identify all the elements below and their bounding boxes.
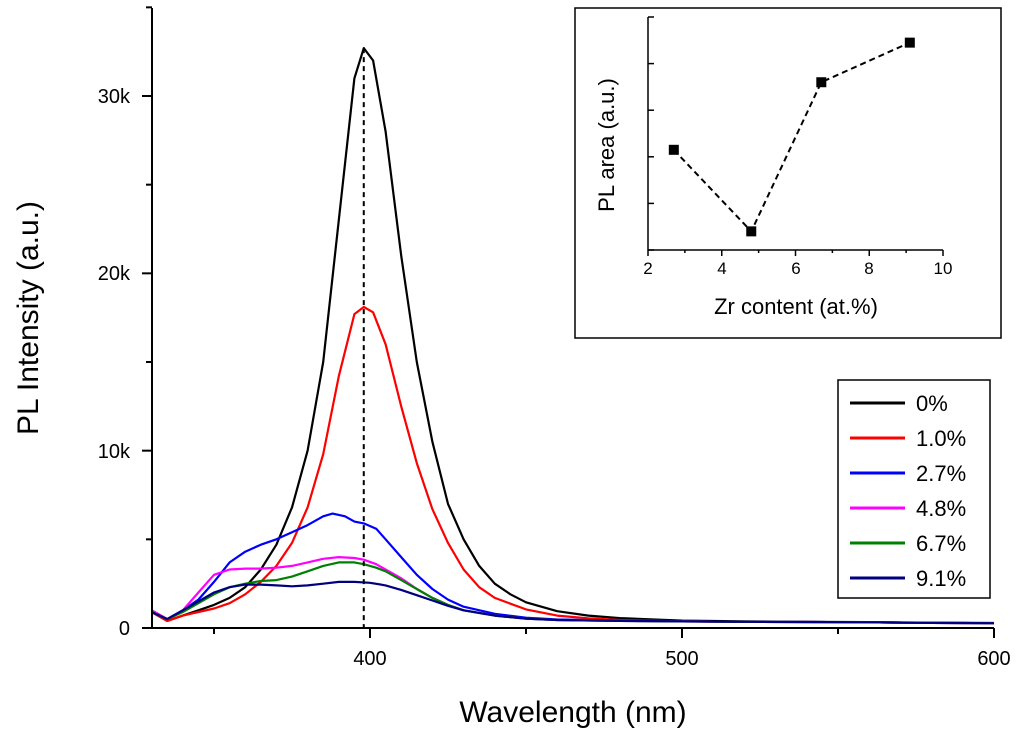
inset-data-point <box>668 144 679 155</box>
inset-y-axis-title: PL area (a.u.) <box>594 78 619 212</box>
inset-frame <box>574 7 1002 339</box>
inset-xtick-label: 10 <box>934 259 953 278</box>
inset-x-axis-title: Zr content (at.%) <box>714 294 878 319</box>
legend-label: 0% <box>916 391 948 416</box>
main-ytick-label: 20k <box>98 263 131 285</box>
main-ticks <box>142 6 995 638</box>
main-chart: 0 10k 20k 30k 400 500 600 Wavelength (nm… <box>12 6 1011 729</box>
main-xtick-label: 600 <box>977 648 1010 670</box>
inset-xtick-label: 8 <box>864 259 873 278</box>
main-ytick-label: 10k <box>98 441 131 463</box>
main-xtick-label: 400 <box>353 648 386 670</box>
main-y-axis-title: PL Intensity (a.u.) <box>12 201 45 435</box>
inset-ticks <box>647 16 944 256</box>
legend-box <box>837 379 991 599</box>
main-x-axis-title: Wavelength (nm) <box>459 696 686 729</box>
legend-label: 4.8% <box>916 496 966 521</box>
legend: 0% 1.0% 2.7% 4.8% 6.7% 9.1% <box>837 379 991 599</box>
inset-chart: 2 4 6 8 10 Zr content (at.%) PL area (a.… <box>574 7 1002 339</box>
main-series-group <box>151 46 995 625</box>
main-ytick-label: 30k <box>98 86 131 108</box>
inset-xtick-label: 2 <box>643 259 652 278</box>
inset-points <box>668 37 915 237</box>
inset-data-point <box>816 77 827 88</box>
series-line-9.1% <box>151 580 995 625</box>
inset-data-point <box>904 37 915 48</box>
inset-data-point <box>746 226 757 237</box>
legend-label: 6.7% <box>916 531 966 556</box>
inset-xtick-label: 6 <box>791 259 800 278</box>
inset-dashed-line <box>673 41 911 234</box>
series-line-0% <box>151 46 995 625</box>
inset-xtick-label: 4 <box>717 259 726 278</box>
main-xtick-label: 500 <box>665 648 698 670</box>
legend-label: 2.7% <box>916 461 966 486</box>
legend-label: 9.1% <box>916 566 966 591</box>
legend-label: 1.0% <box>916 426 966 451</box>
main-ytick-label: 0 <box>119 618 130 640</box>
